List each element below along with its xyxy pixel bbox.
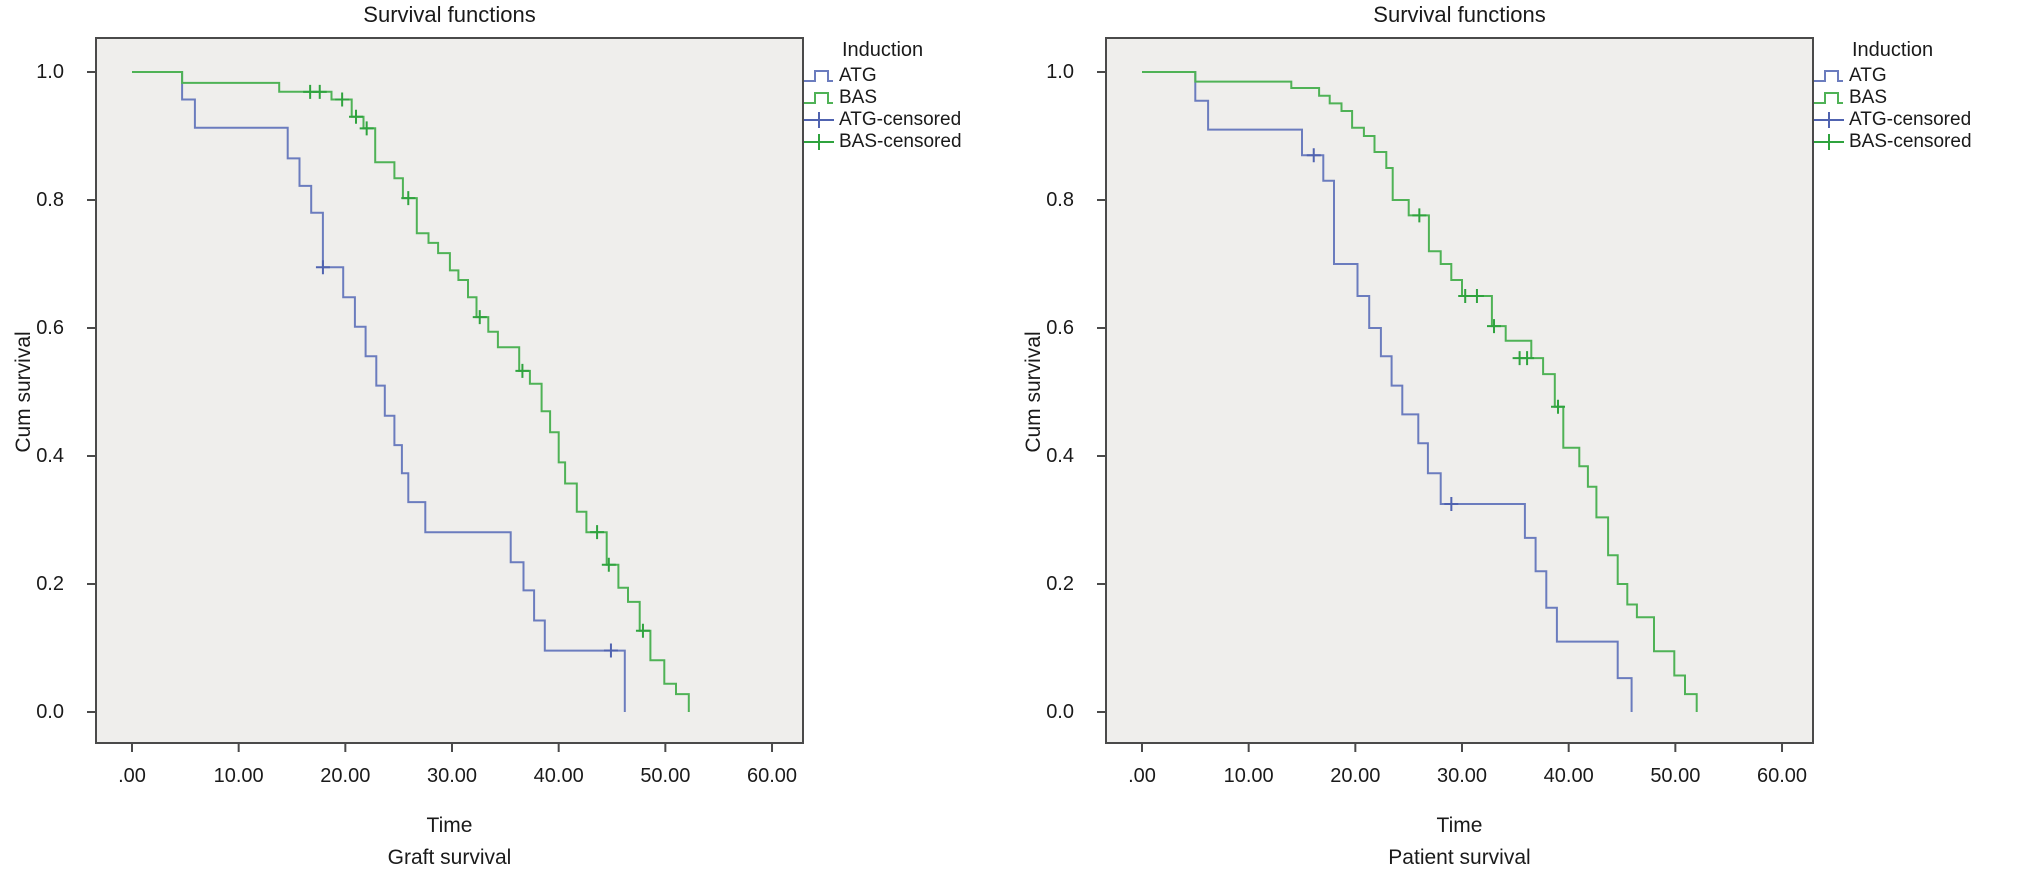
chart-title: Survival functions <box>1373 2 1546 27</box>
y-tick-label: 0.4 <box>36 445 64 467</box>
x-tick-label: 30.00 <box>1436 765 1488 787</box>
legend-item-label: BAS <box>1849 87 1888 108</box>
bas-censor-mark <box>635 623 650 638</box>
y-tick-label: 0.4 <box>1046 445 1074 467</box>
x-tick-label: 40.00 <box>1543 765 1594 787</box>
bas-censor-mark <box>590 525 605 540</box>
censor-plus-icon <box>804 134 834 150</box>
legend-item-label: ATG-censored <box>1849 109 1972 130</box>
x-tick-label: 60.00 <box>746 765 798 787</box>
legend-item-label: BAS-censored <box>839 131 962 152</box>
bas-censor-mark <box>1520 351 1535 366</box>
plot-background <box>1105 37 1814 744</box>
plot-area <box>1097 37 1814 752</box>
x-tick-label: 10.00 <box>1223 765 1274 787</box>
x-tick-label: 30.00 <box>426 765 478 787</box>
bas-censor-mark <box>1412 208 1427 223</box>
y-tick-label: 0.0 <box>1046 701 1074 723</box>
legend-title: Induction <box>842 39 924 61</box>
legend-item: BAS <box>803 87 1009 109</box>
x-tick-label: .00 <box>118 765 146 787</box>
y-tick-label: 0.8 <box>1046 189 1074 211</box>
x-tick-label: 40.00 <box>533 765 584 787</box>
y-tick-label: 0.6 <box>1046 317 1074 339</box>
chart-title: Survival functions <box>363 2 536 27</box>
legend-item-label: ATG-censored <box>839 109 962 130</box>
step-line-swatch-icon <box>804 70 833 82</box>
atg-survival-curve <box>132 71 626 712</box>
bas-censor-mark <box>335 92 350 107</box>
bas-censor-mark <box>312 84 327 99</box>
y-tick-label: 0.2 <box>1046 573 1074 595</box>
bas-censor-mark <box>1469 289 1484 303</box>
atg-censor-mark <box>315 260 330 275</box>
legend-item-label: ATG <box>839 65 877 86</box>
x-tick-label: 60.00 <box>1756 765 1808 787</box>
step-line-swatch-icon <box>1814 92 1843 104</box>
legend-item: ATG <box>1813 65 2019 87</box>
bas-censor-mark <box>1458 289 1473 303</box>
atg-censor-mark <box>603 643 618 658</box>
bas-censor-mark <box>1487 319 1502 334</box>
x-tick-label: 10.00 <box>213 765 264 787</box>
y-tick-label: 1.0 <box>36 61 64 83</box>
graft-survival-panel: Survival functions Cum survival 1.0 0.8 0.… <box>0 0 1009 884</box>
x-tick-label: 20.00 <box>1330 765 1381 787</box>
bas-censor-mark <box>515 363 530 378</box>
x-axis-sublabel: Graft survival <box>387 846 512 869</box>
censor-plus-icon <box>1814 134 1844 150</box>
legend-item: ATG-censored <box>1813 109 2019 131</box>
x-tick-label: 50.00 <box>1650 765 1701 787</box>
legend-item: BAS-censored <box>1813 131 2019 153</box>
legend-item-label: BAS-censored <box>1849 131 1972 152</box>
legend-item: BAS <box>1813 87 2019 109</box>
legend-item-label: BAS <box>839 87 878 108</box>
step-line-swatch-icon <box>1814 70 1843 82</box>
x-tick-label: .00 <box>1128 765 1156 787</box>
bas-censor-mark <box>359 121 374 136</box>
censor-plus-icon <box>804 112 834 128</box>
step-line-swatch-icon <box>804 92 833 104</box>
y-tick-label: 0.0 <box>36 701 64 723</box>
legend: Induction ATG BAS ATG-censored BAS-censored <box>803 38 1009 153</box>
y-tick-label: 0.6 <box>36 317 64 339</box>
bas-censor-mark <box>401 191 416 206</box>
legend-title: Induction <box>1852 39 1934 61</box>
plot-area <box>87 37 804 752</box>
x-axis-label: Time <box>1436 814 1483 837</box>
legend-item-label: ATG <box>1849 65 1887 86</box>
x-axis-sublabel: Patient survival <box>1388 846 1531 869</box>
legend-item: BAS-censored <box>803 131 1009 153</box>
patient-survival-panel: Survival functions Cum survival 1.0 0.8 0.… <box>1010 0 2019 884</box>
bas-censor-mark <box>601 557 616 572</box>
legend-item: ATG-censored <box>803 109 1009 131</box>
y-tick-label: 0.2 <box>36 573 64 595</box>
atg-censor-mark <box>1444 497 1459 511</box>
bas-censor-mark <box>1551 399 1566 414</box>
x-tick-label: 50.00 <box>640 765 691 787</box>
censor-plus-icon <box>1814 112 1844 128</box>
legend-items: ATG BAS ATG-censored BAS-censored <box>1813 65 2019 153</box>
x-tick-label: 20.00 <box>320 765 371 787</box>
y-tick-label: 1.0 <box>1046 61 1074 83</box>
bas-censor-mark <box>472 310 487 325</box>
bas-censor-mark <box>349 109 364 124</box>
bas-survival-curve <box>132 71 690 712</box>
atg-censor-mark <box>1306 148 1321 163</box>
legend-item: ATG <box>803 65 1009 87</box>
legend: Induction ATG BAS ATG-censored BAS-censored <box>1813 38 2019 153</box>
legend-items: ATG BAS ATG-censored BAS-censored <box>803 65 1009 153</box>
plot-background <box>95 37 804 744</box>
y-tick-label: 0.8 <box>36 189 64 211</box>
x-axis-label: Time <box>426 814 473 837</box>
